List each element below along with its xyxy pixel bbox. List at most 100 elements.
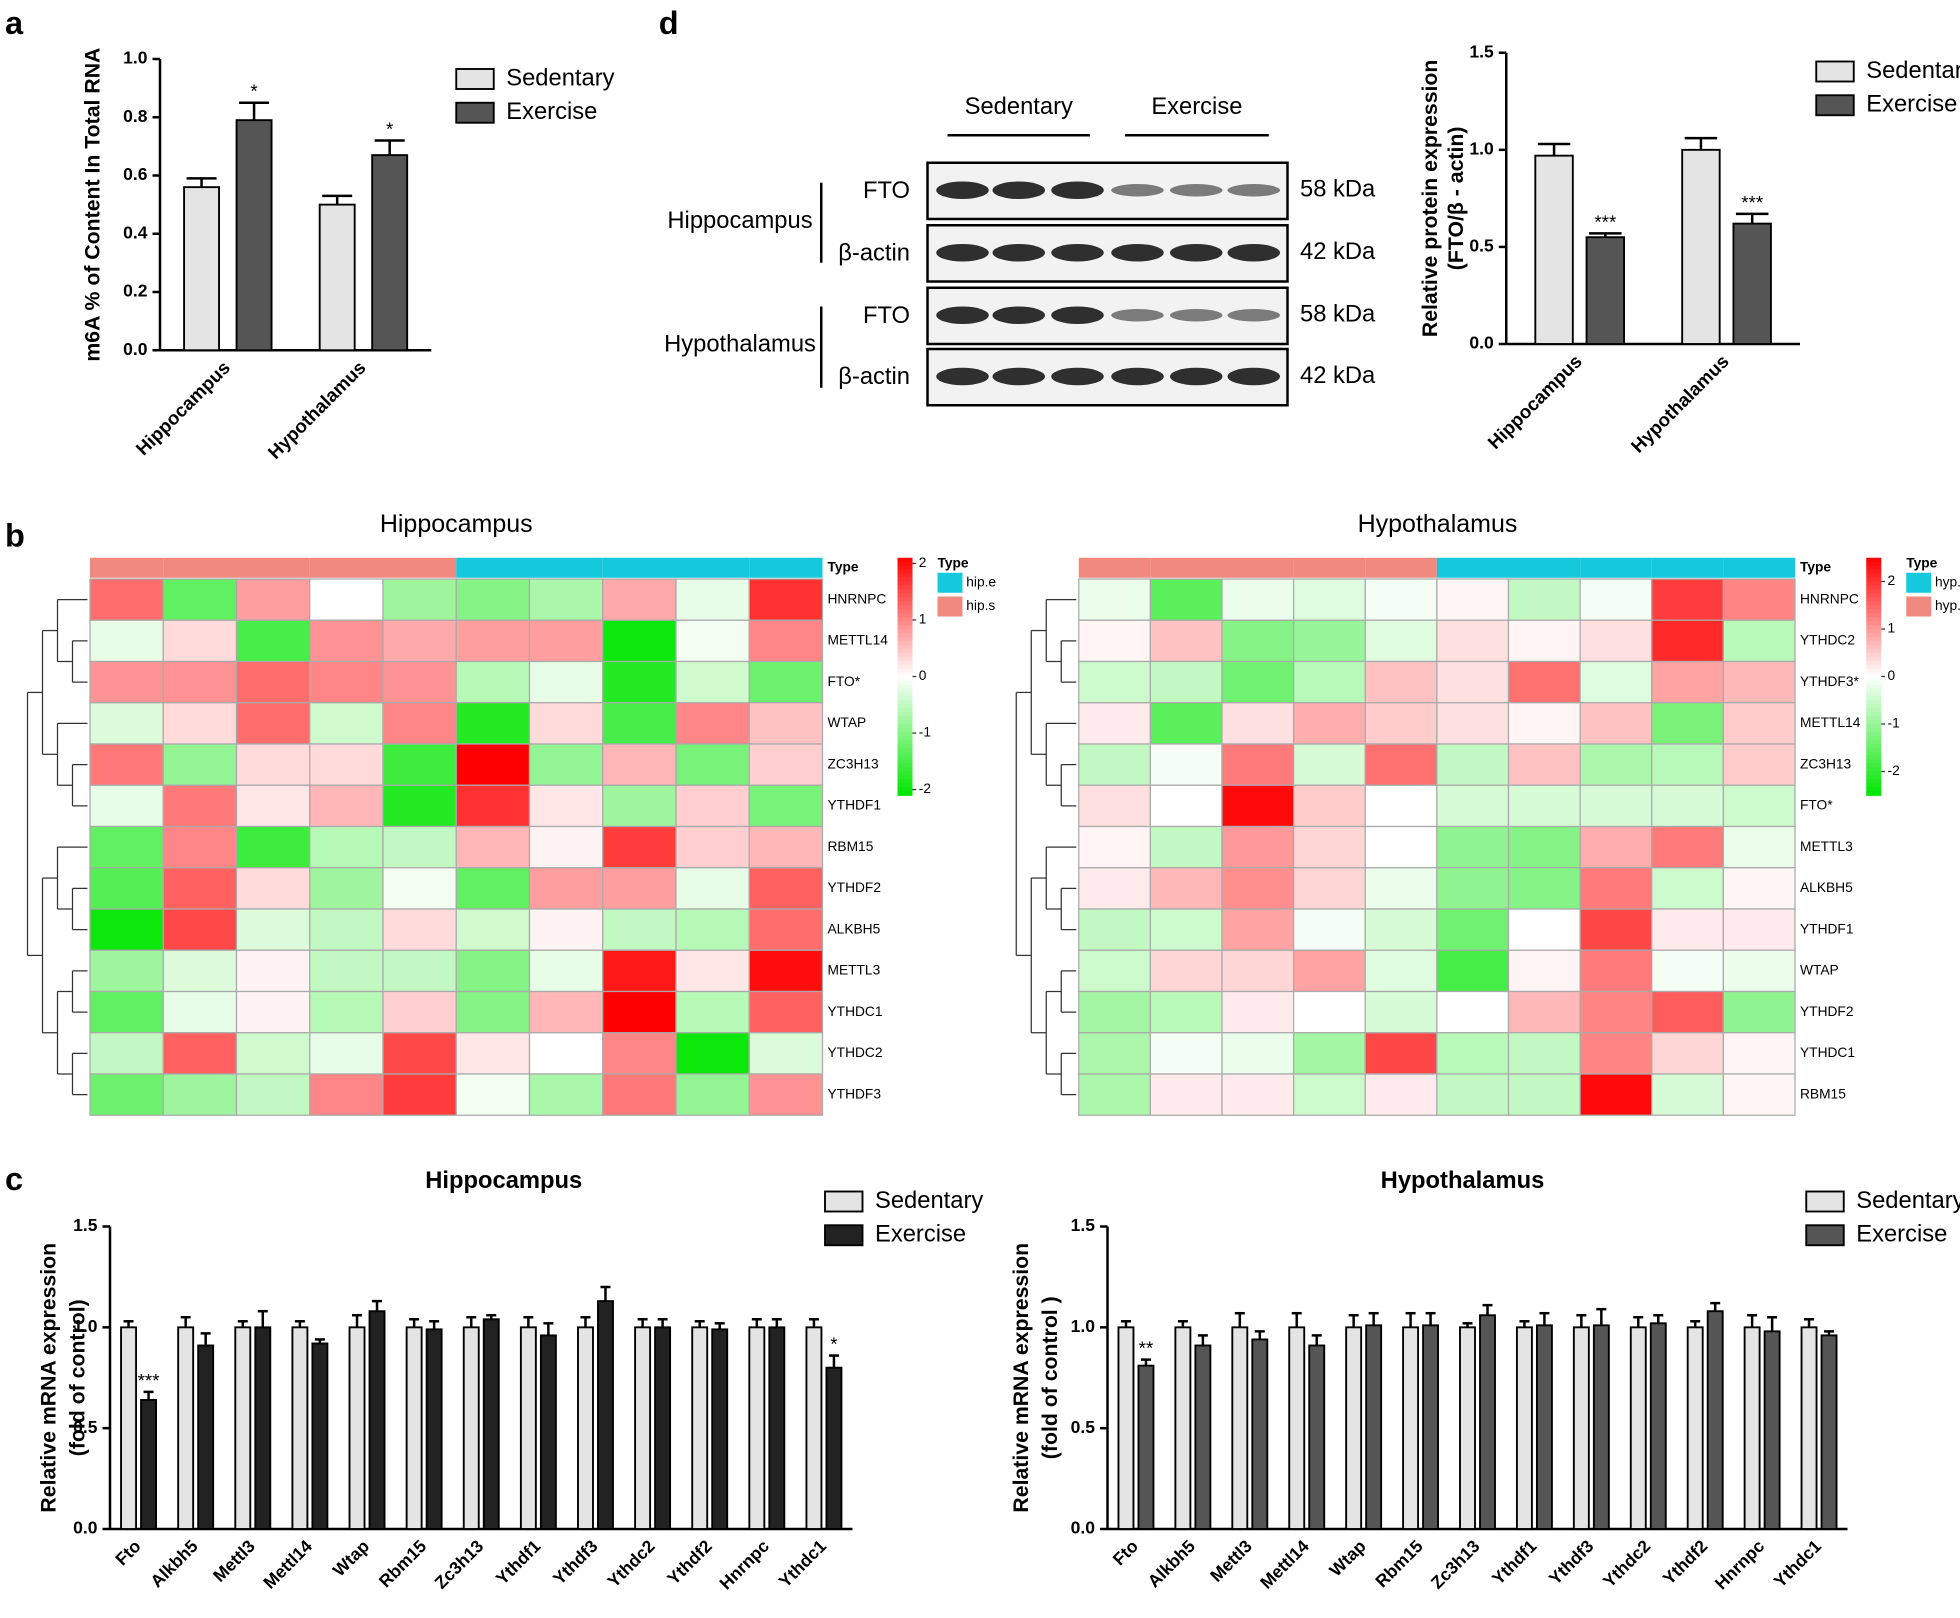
bar bbox=[634, 1326, 652, 1530]
colorbar-step bbox=[1866, 625, 1882, 630]
type-cell bbox=[1580, 557, 1652, 578]
heat-cell bbox=[1293, 1073, 1366, 1116]
colorbar-step bbox=[897, 664, 913, 670]
heat-cell bbox=[1651, 578, 1725, 621]
heat-cell bbox=[748, 619, 824, 663]
heat-cell bbox=[382, 702, 457, 745]
bar bbox=[140, 1398, 157, 1530]
legend-label: hip.e bbox=[966, 574, 996, 589]
row-label: FTO* bbox=[1800, 798, 1833, 813]
legend-label: hip.s bbox=[966, 598, 995, 613]
blot-band bbox=[1051, 244, 1104, 262]
colorbar-step bbox=[1866, 779, 1882, 784]
bar bbox=[1706, 1310, 1724, 1530]
heat-cell bbox=[1579, 990, 1653, 1034]
y-axis-label: (fold of control ) bbox=[1038, 1296, 1062, 1459]
colorbar-step bbox=[1866, 613, 1882, 618]
colorbar-step bbox=[1866, 743, 1882, 749]
heat-cell bbox=[235, 660, 311, 704]
colorbar-step bbox=[1866, 787, 1882, 792]
bar bbox=[368, 1310, 386, 1530]
colorbar-step bbox=[897, 660, 913, 666]
legend-swatch bbox=[455, 101, 495, 124]
heat-cell bbox=[1078, 784, 1151, 828]
bar bbox=[1820, 1334, 1838, 1530]
colorbar-step bbox=[1866, 751, 1882, 757]
type-cell bbox=[1222, 557, 1294, 578]
bar bbox=[1365, 1324, 1383, 1530]
heat-cell bbox=[602, 908, 677, 951]
heat-cell bbox=[528, 908, 604, 951]
heat-cell bbox=[1078, 619, 1151, 663]
bar bbox=[1572, 1326, 1590, 1530]
x-tick-label: Ythdf2 bbox=[663, 1536, 716, 1589]
heat-cell bbox=[89, 825, 164, 869]
type-cell bbox=[1293, 557, 1366, 578]
colorbar-step bbox=[1866, 664, 1882, 670]
colorbar-step bbox=[1866, 680, 1882, 686]
heat-cell bbox=[455, 867, 531, 910]
heat-cell bbox=[1651, 990, 1725, 1034]
heat-cell bbox=[1651, 1073, 1725, 1116]
x-tick-label: Ythdf3 bbox=[549, 1536, 602, 1589]
colorbar-step bbox=[1866, 712, 1882, 717]
row-label: YTHDF1 bbox=[828, 798, 881, 813]
x-tick-label: Rbm15 bbox=[375, 1536, 431, 1592]
type-cell bbox=[236, 557, 310, 578]
heat-cell bbox=[162, 660, 238, 704]
heat-cell bbox=[235, 1032, 311, 1075]
heat-cell bbox=[675, 619, 750, 663]
heat-cell bbox=[1722, 1073, 1796, 1116]
chart-title: Hypothalamus bbox=[1381, 1167, 1545, 1194]
heat-cell bbox=[1579, 578, 1653, 621]
heat-cell bbox=[1436, 578, 1510, 621]
bar bbox=[825, 1366, 843, 1530]
heat-cell bbox=[1078, 867, 1151, 910]
row-label: METTL14 bbox=[828, 633, 889, 648]
colorbar-label: -2 bbox=[1888, 763, 1900, 778]
colorbar-step bbox=[1866, 605, 1882, 610]
heat-cell bbox=[528, 1073, 604, 1116]
colorbar-step bbox=[897, 668, 913, 674]
bar bbox=[1174, 1326, 1192, 1530]
colorbar-step bbox=[1866, 617, 1882, 622]
colorbar-step bbox=[1866, 763, 1882, 769]
heat-cell bbox=[1579, 825, 1653, 869]
heat-cell bbox=[1149, 702, 1223, 745]
heat-cell bbox=[89, 784, 164, 828]
heat-cell bbox=[1221, 1073, 1295, 1116]
colorbar-step bbox=[897, 791, 913, 796]
heat-cell bbox=[1293, 702, 1366, 745]
colorbar-step bbox=[897, 743, 913, 749]
colorbar-step bbox=[1866, 660, 1882, 666]
colorbar-step bbox=[1866, 652, 1882, 658]
bar bbox=[120, 1326, 137, 1530]
colorbar-step bbox=[897, 569, 913, 575]
blot-band bbox=[936, 181, 989, 199]
heat-cell bbox=[1436, 1032, 1510, 1075]
x-tick-label: Ythdc2 bbox=[603, 1536, 659, 1592]
heat-cell bbox=[1149, 1032, 1223, 1075]
colorbar-step bbox=[1866, 692, 1882, 697]
heat-cell bbox=[309, 949, 384, 993]
heat-cell bbox=[1579, 702, 1653, 745]
colorbar-step bbox=[1866, 716, 1882, 721]
legend-label: Exercise bbox=[1856, 1221, 1947, 1248]
heat-cell bbox=[1507, 578, 1581, 621]
row-label: YTHDF3 bbox=[828, 1086, 882, 1101]
colorbar-step bbox=[1866, 704, 1882, 709]
heat-cell bbox=[382, 1032, 457, 1075]
x-tick-label: Zc3h13 bbox=[431, 1536, 488, 1593]
blot-band bbox=[1227, 309, 1280, 322]
heat-cell bbox=[1722, 949, 1796, 993]
heat-cell bbox=[162, 578, 238, 621]
heat-cell bbox=[748, 702, 824, 745]
heat-cell bbox=[309, 825, 384, 869]
colorbar-step bbox=[1866, 791, 1882, 796]
type-cell bbox=[1508, 557, 1581, 578]
heat-cell bbox=[89, 867, 164, 910]
heat-cell bbox=[1221, 908, 1295, 951]
colorbar-step bbox=[897, 605, 913, 610]
y-tick-label: 0.8 bbox=[123, 106, 148, 126]
heat-cell bbox=[748, 1073, 824, 1116]
